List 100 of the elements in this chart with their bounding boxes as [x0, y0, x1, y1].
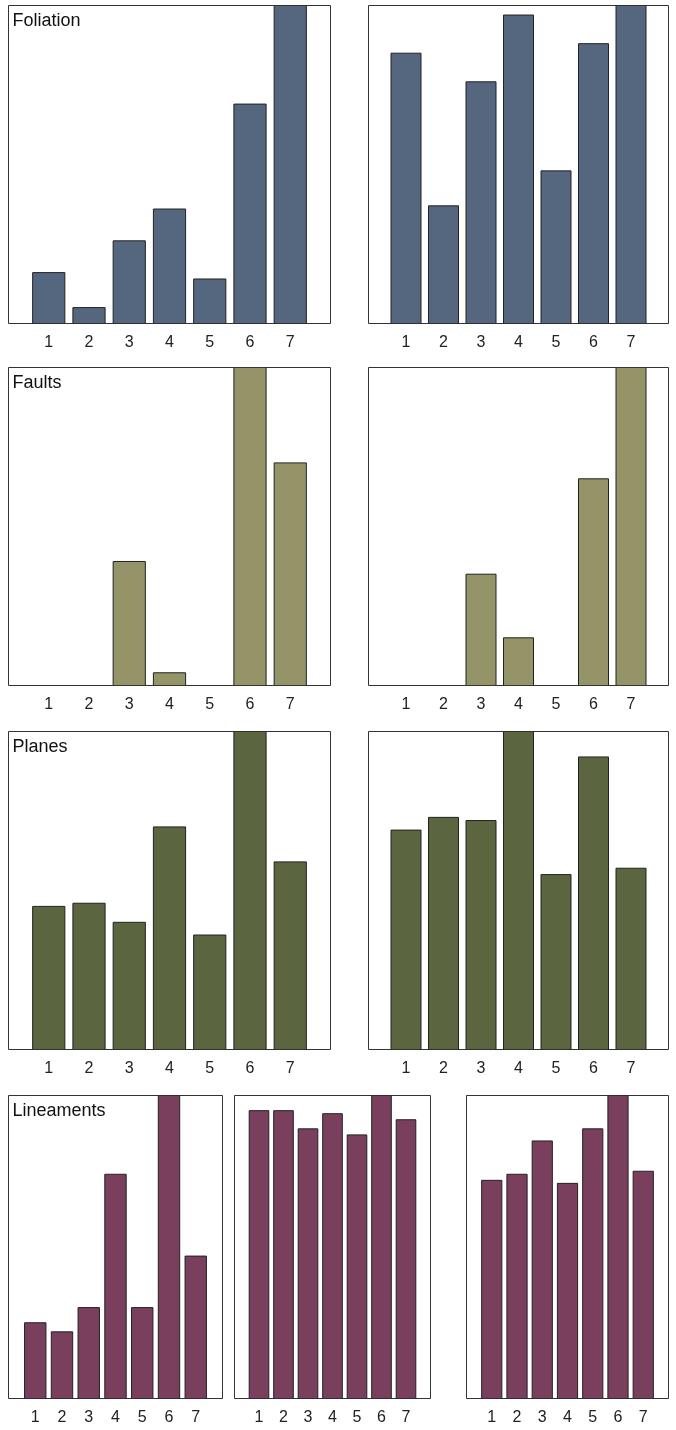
bar	[615, 867, 647, 1050]
bar	[112, 560, 146, 686]
x-tick-label: 7	[638, 1407, 648, 1425]
bar	[390, 52, 422, 324]
x-tick-label: 1	[254, 1407, 264, 1425]
chart-title: Planes	[12, 735, 68, 756]
x-tick-label: 6	[245, 1058, 255, 1076]
x-tick-label: 6	[589, 332, 599, 350]
x-tick-label: 1	[487, 1407, 497, 1425]
bar	[465, 573, 497, 686]
bar	[32, 905, 66, 1050]
bar	[193, 934, 227, 1050]
bar	[615, 5, 647, 324]
x-tick-label: 5	[205, 1058, 215, 1076]
bar	[273, 861, 307, 1050]
bar	[615, 367, 647, 686]
bar	[112, 240, 146, 324]
x-tick-label: 4	[165, 1058, 175, 1076]
x-tick-label: 1	[44, 1058, 54, 1076]
x-tick-label: 5	[137, 1407, 147, 1425]
bar	[248, 1110, 270, 1399]
bar	[428, 205, 459, 324]
x-tick-label: 2	[84, 332, 94, 350]
x-tick-label: 2	[57, 1407, 67, 1425]
bar	[395, 1119, 417, 1399]
bar	[540, 874, 572, 1050]
bar	[24, 1322, 47, 1399]
x-tick-label: 3	[476, 332, 486, 350]
bar	[152, 208, 187, 324]
x-tick-label: 2	[512, 1407, 522, 1425]
x-tick-label: 6	[377, 1407, 387, 1425]
x-tick-label: 1	[44, 332, 54, 350]
bar	[428, 816, 459, 1050]
bar	[503, 731, 534, 1050]
x-tick-label: 5	[205, 694, 215, 712]
bar	[233, 731, 267, 1050]
x-tick-label: 2	[439, 332, 449, 350]
x-tick-label: 7	[626, 1058, 636, 1076]
x-tick-label: 4	[514, 1058, 524, 1076]
bar	[322, 1113, 343, 1399]
x-tick-label: 3	[476, 694, 486, 712]
x-tick-label: 4	[563, 1407, 573, 1425]
x-tick-label: 3	[303, 1407, 313, 1425]
bar	[233, 103, 267, 324]
x-tick-label: 7	[285, 694, 295, 712]
bar	[32, 272, 66, 324]
x-tick-label: 1	[44, 694, 54, 712]
x-tick-label: 4	[165, 332, 175, 350]
x-tick-label: 6	[245, 694, 255, 712]
x-tick-label: 4	[514, 694, 524, 712]
x-tick-label: 4	[328, 1407, 338, 1425]
x-tick-label: 3	[476, 1058, 486, 1076]
x-tick-label: 2	[439, 694, 449, 712]
x-tick-label: 4	[165, 694, 175, 712]
bar	[297, 1128, 319, 1399]
x-tick-label: 7	[191, 1407, 201, 1425]
x-tick-label: 4	[111, 1407, 121, 1425]
bar	[104, 1173, 127, 1399]
bar	[503, 637, 534, 686]
bar	[578, 43, 609, 324]
bar	[50, 1331, 74, 1399]
bar	[481, 1179, 503, 1399]
bar	[72, 307, 106, 324]
bar	[152, 826, 187, 1050]
x-tick-label: 5	[551, 694, 561, 712]
bar	[273, 1110, 294, 1399]
x-tick-label: 6	[245, 332, 255, 350]
chart-title: Foliation	[12, 9, 81, 30]
x-tick-label: 7	[401, 1407, 411, 1425]
bar	[152, 672, 187, 686]
bar	[273, 462, 307, 686]
bar	[72, 902, 106, 1050]
bar	[578, 756, 609, 1050]
bar	[503, 14, 534, 324]
bar	[112, 921, 146, 1050]
bar	[582, 1128, 604, 1399]
bar	[233, 367, 267, 686]
x-tick-label: 6	[164, 1407, 174, 1425]
x-tick-label: 5	[205, 332, 215, 350]
bar	[607, 1095, 629, 1399]
x-tick-label: 1	[401, 332, 411, 350]
x-tick-label: 6	[589, 694, 599, 712]
bar	[506, 1173, 528, 1399]
bar	[157, 1095, 181, 1399]
bar	[184, 1255, 207, 1399]
x-tick-label: 3	[124, 332, 134, 350]
x-tick-label: 6	[589, 1058, 599, 1076]
bar	[346, 1134, 368, 1399]
x-tick-label: 3	[124, 694, 134, 712]
x-tick-label: 1	[401, 1058, 411, 1076]
bar	[578, 478, 609, 686]
x-tick-label: 7	[285, 1058, 295, 1076]
bar	[632, 1170, 654, 1399]
x-tick-label: 3	[124, 1058, 134, 1076]
bar	[77, 1307, 100, 1399]
x-tick-label: 6	[613, 1407, 623, 1425]
bar	[273, 5, 307, 324]
x-tick-label: 2	[84, 694, 94, 712]
x-tick-label: 2	[84, 1058, 94, 1076]
x-tick-label: 5	[551, 1058, 561, 1076]
